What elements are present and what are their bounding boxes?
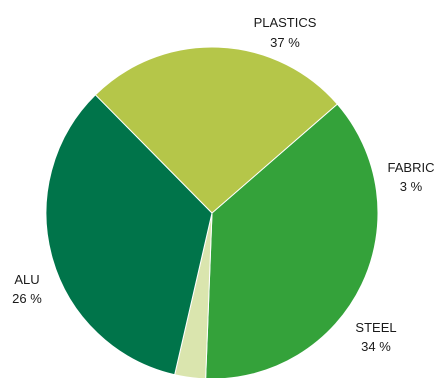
slice-label-alu: ALU <box>14 272 39 287</box>
slice-value-plastics: 37 % <box>270 35 300 50</box>
pie-slice-steel <box>45 94 213 376</box>
slice-label-steel: STEEL <box>355 320 396 335</box>
slice-label-fabric: FABRIC <box>388 160 435 175</box>
slice-label-plastics: PLASTICS <box>254 15 317 30</box>
pie-slices <box>45 46 379 378</box>
pie-slice-alu <box>94 46 338 214</box>
slice-value-fabric: 3 % <box>400 179 423 194</box>
pie-slice-plastics <box>205 103 379 378</box>
slice-value-alu: 26 % <box>12 291 42 306</box>
slice-value-steel: 34 % <box>361 339 391 354</box>
